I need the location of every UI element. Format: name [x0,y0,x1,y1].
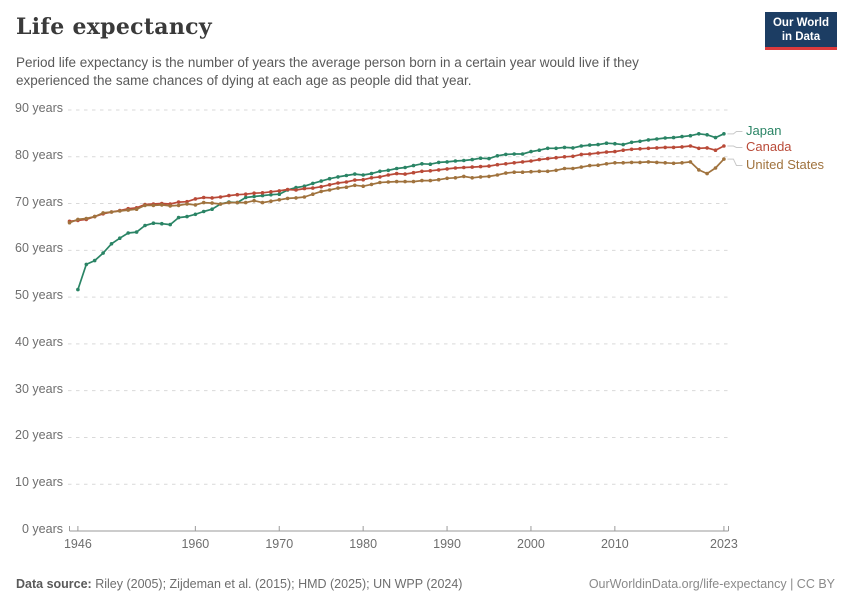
x-axis-tick-label: 2023 [710,537,738,551]
y-axis-tick-label: 90 years [15,100,63,115]
owid-logo-line2: in Data [781,31,821,43]
y-axis-tick-label: 10 years [15,475,63,490]
y-axis-tick-label: 60 years [15,241,63,256]
y-axis-tick-label: 0 years [22,522,63,536]
y-axis-tick-label: 20 years [15,428,63,443]
x-axis-tick-label: 1990 [433,537,461,551]
chart-subtitle-line2: experienced the same chances of dying at… [16,72,472,88]
data-source-text: Riley (2005); Zijdeman et al. (2015); HM… [91,577,463,591]
x-axis-tick-label: 1946 [63,537,92,551]
y-axis-tick-label: 50 years [15,288,63,303]
owid-citation-link[interactable]: OurWorldinData.org/life-expectancy | CC … [588,577,835,591]
owid-logo[interactable]: Our World in Data [764,12,837,50]
legend-label-united-states[interactable]: United States [746,156,825,172]
data-source-label: Data source: [16,577,92,591]
y-axis-tick-label: 30 years [15,381,63,396]
chart-title: Life expectancy [16,14,212,40]
x-axis-tick-label: 2010 [600,537,629,551]
series-line-canada[interactable] [68,145,725,223]
legend-label-japan[interactable]: Japan [746,122,782,138]
owid-logo-line1: Our World [772,17,829,29]
x-axis-tick-label: 1960 [181,537,210,551]
y-axis-tick-label: 40 years [15,334,63,349]
y-axis-tick-label: 70 years [15,194,63,209]
chart-subtitle: Period life expectancy is the number of … [16,54,639,89]
y-axis-tick-label: 80 years [15,147,63,162]
data-source-note: Data source: Riley (2005); Zijdeman et a… [16,577,462,591]
legend-label-canada[interactable]: Canada [746,138,792,154]
footer: Data source: Riley (2005); Zijdeman et a… [16,577,835,591]
x-axis-tick-label: 2000 [517,537,545,551]
chart-subtitle-line1: Period life expectancy is the number of … [16,55,639,70]
x-axis-tick-label: 1980 [349,537,378,551]
x-axis-tick-label: 1970 [265,537,294,551]
